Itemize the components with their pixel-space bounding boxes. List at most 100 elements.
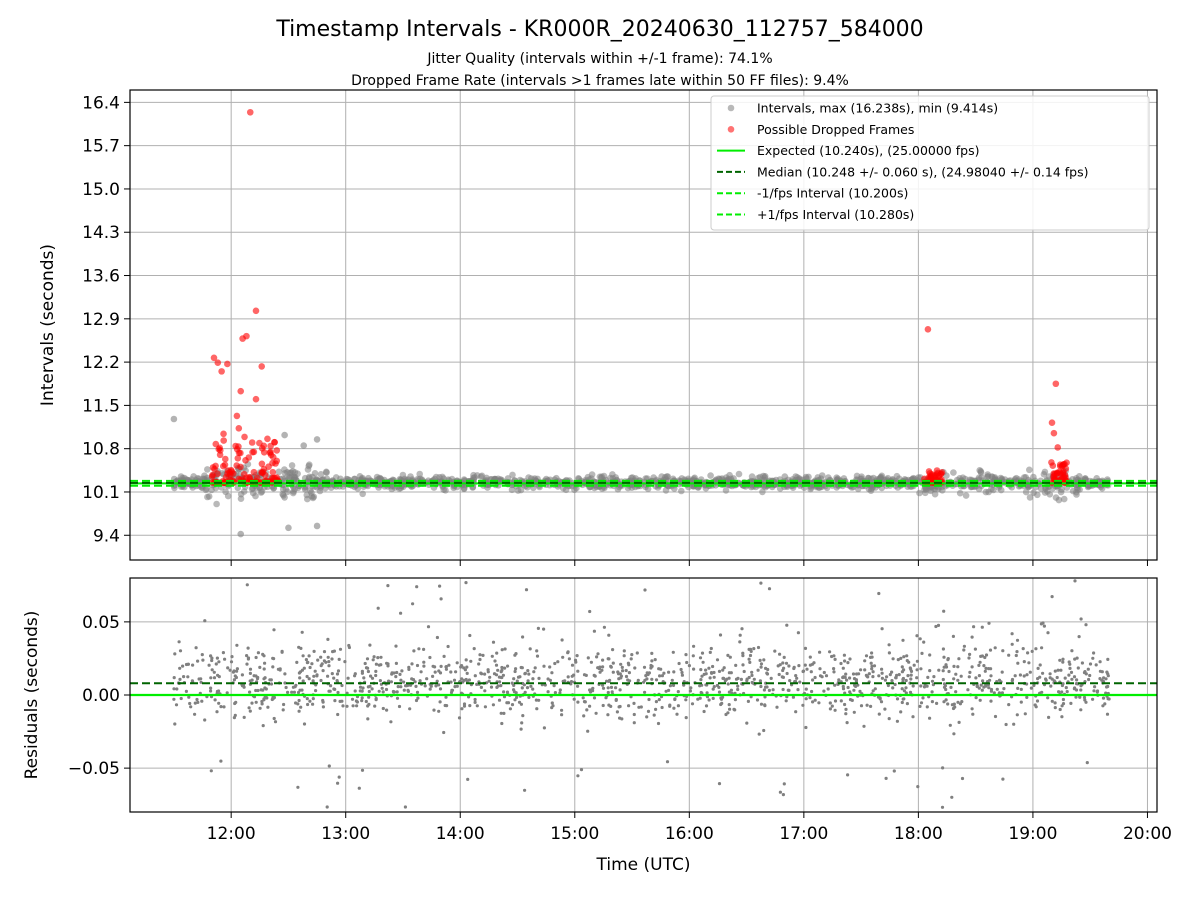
residual-point: [1102, 676, 1106, 680]
residual-point: [502, 690, 506, 694]
residual-point: [374, 669, 378, 674]
residual-point: [844, 707, 848, 712]
residual-point: [226, 666, 230, 670]
xtick-label-8: 20:00: [1123, 824, 1172, 844]
residual-point: [769, 676, 773, 681]
residual-point: [1025, 695, 1029, 700]
residual-point: [415, 690, 420, 695]
interval-point: [588, 471, 596, 478]
residual-point: [193, 701, 197, 705]
residual-point: [1091, 697, 1095, 701]
residual-point: [367, 689, 371, 694]
residual-point: [338, 647, 343, 651]
residual-point: [332, 687, 336, 691]
residual-point: [319, 678, 323, 683]
residual-point: [576, 669, 580, 673]
residual-point: [1082, 671, 1087, 675]
residual-point: [717, 782, 722, 786]
residual-point: [1025, 673, 1029, 677]
residual-point: [879, 700, 884, 704]
residual-point: [700, 674, 704, 678]
residual-point: [203, 619, 207, 623]
residual-point: [930, 679, 935, 683]
residual-point: [904, 686, 908, 690]
residual-point: [959, 674, 963, 678]
residual-point: [366, 666, 370, 670]
residual-point: [1075, 656, 1079, 660]
residual-point: [446, 644, 450, 649]
residual-point: [550, 706, 554, 710]
dropped-point-9: [237, 387, 245, 395]
residual-point: [1049, 684, 1053, 688]
dropped-point-16: [264, 435, 271, 443]
residual-point: [586, 729, 590, 733]
residual-point: [245, 662, 249, 666]
residual-point: [1063, 676, 1067, 680]
residual-point: [601, 665, 605, 669]
residual-point: [952, 677, 956, 681]
residual-point: [869, 661, 873, 665]
residual-point: [1088, 673, 1092, 678]
residual-point: [190, 679, 194, 683]
residual-point: [1021, 647, 1025, 651]
residual-point: [200, 699, 204, 703]
residual-point: [742, 669, 746, 674]
residual-point: [209, 654, 213, 658]
residual-point: [1002, 687, 1006, 691]
residual-point: [370, 676, 375, 680]
residual-point: [1016, 661, 1020, 665]
interval-point: [678, 487, 685, 495]
residual-point: [689, 686, 693, 690]
residual-point: [645, 677, 649, 681]
residual-point: [269, 682, 274, 686]
dropped-point-4: [210, 354, 218, 362]
residual-point: [908, 690, 913, 695]
residual-point: [357, 786, 361, 790]
residual-point: [572, 697, 576, 701]
residual-point: [505, 690, 510, 694]
residual-point: [654, 707, 658, 712]
residual-point: [930, 690, 934, 694]
residual-point: [919, 701, 924, 705]
residual-point: [954, 672, 958, 676]
residual-point: [796, 631, 801, 635]
residual-point: [921, 696, 925, 700]
residual-point: [784, 699, 788, 703]
residual-point: [263, 661, 267, 665]
residual-point: [370, 687, 374, 691]
residual-point: [512, 683, 516, 688]
residual-point: [563, 679, 567, 683]
interval-point: [853, 472, 861, 480]
residual-point: [987, 667, 991, 671]
residual-point: [902, 668, 906, 672]
residual-point: [1080, 661, 1084, 665]
residual-point: [609, 704, 613, 709]
residual-point: [826, 687, 830, 691]
residual-point: [803, 663, 807, 667]
residual-point: [667, 670, 671, 674]
residual-point: [794, 674, 798, 678]
residual-point: [675, 712, 679, 716]
residual-point: [822, 689, 826, 693]
dropped-point: [233, 462, 240, 469]
residual-point: [711, 696, 715, 701]
residual-point: [607, 679, 611, 684]
residual-point: [390, 671, 394, 675]
residual-point: [880, 627, 884, 631]
residual-point: [1061, 657, 1065, 661]
residual-point: [941, 766, 945, 770]
residual-point: [983, 655, 987, 660]
residual-point: [918, 637, 922, 641]
residual-point: [296, 690, 301, 695]
residual-point: [449, 680, 453, 684]
residual-point: [647, 671, 652, 675]
residual-point: [809, 670, 813, 674]
residual-point: [865, 703, 869, 707]
residual-point: [558, 688, 562, 692]
residual-point: [698, 656, 703, 660]
residual-point: [179, 696, 183, 701]
residual-point: [523, 671, 528, 676]
intervals-ytick-label-10: 9.4: [93, 526, 120, 546]
residual-point: [1050, 699, 1054, 703]
residual-point: [611, 670, 615, 674]
